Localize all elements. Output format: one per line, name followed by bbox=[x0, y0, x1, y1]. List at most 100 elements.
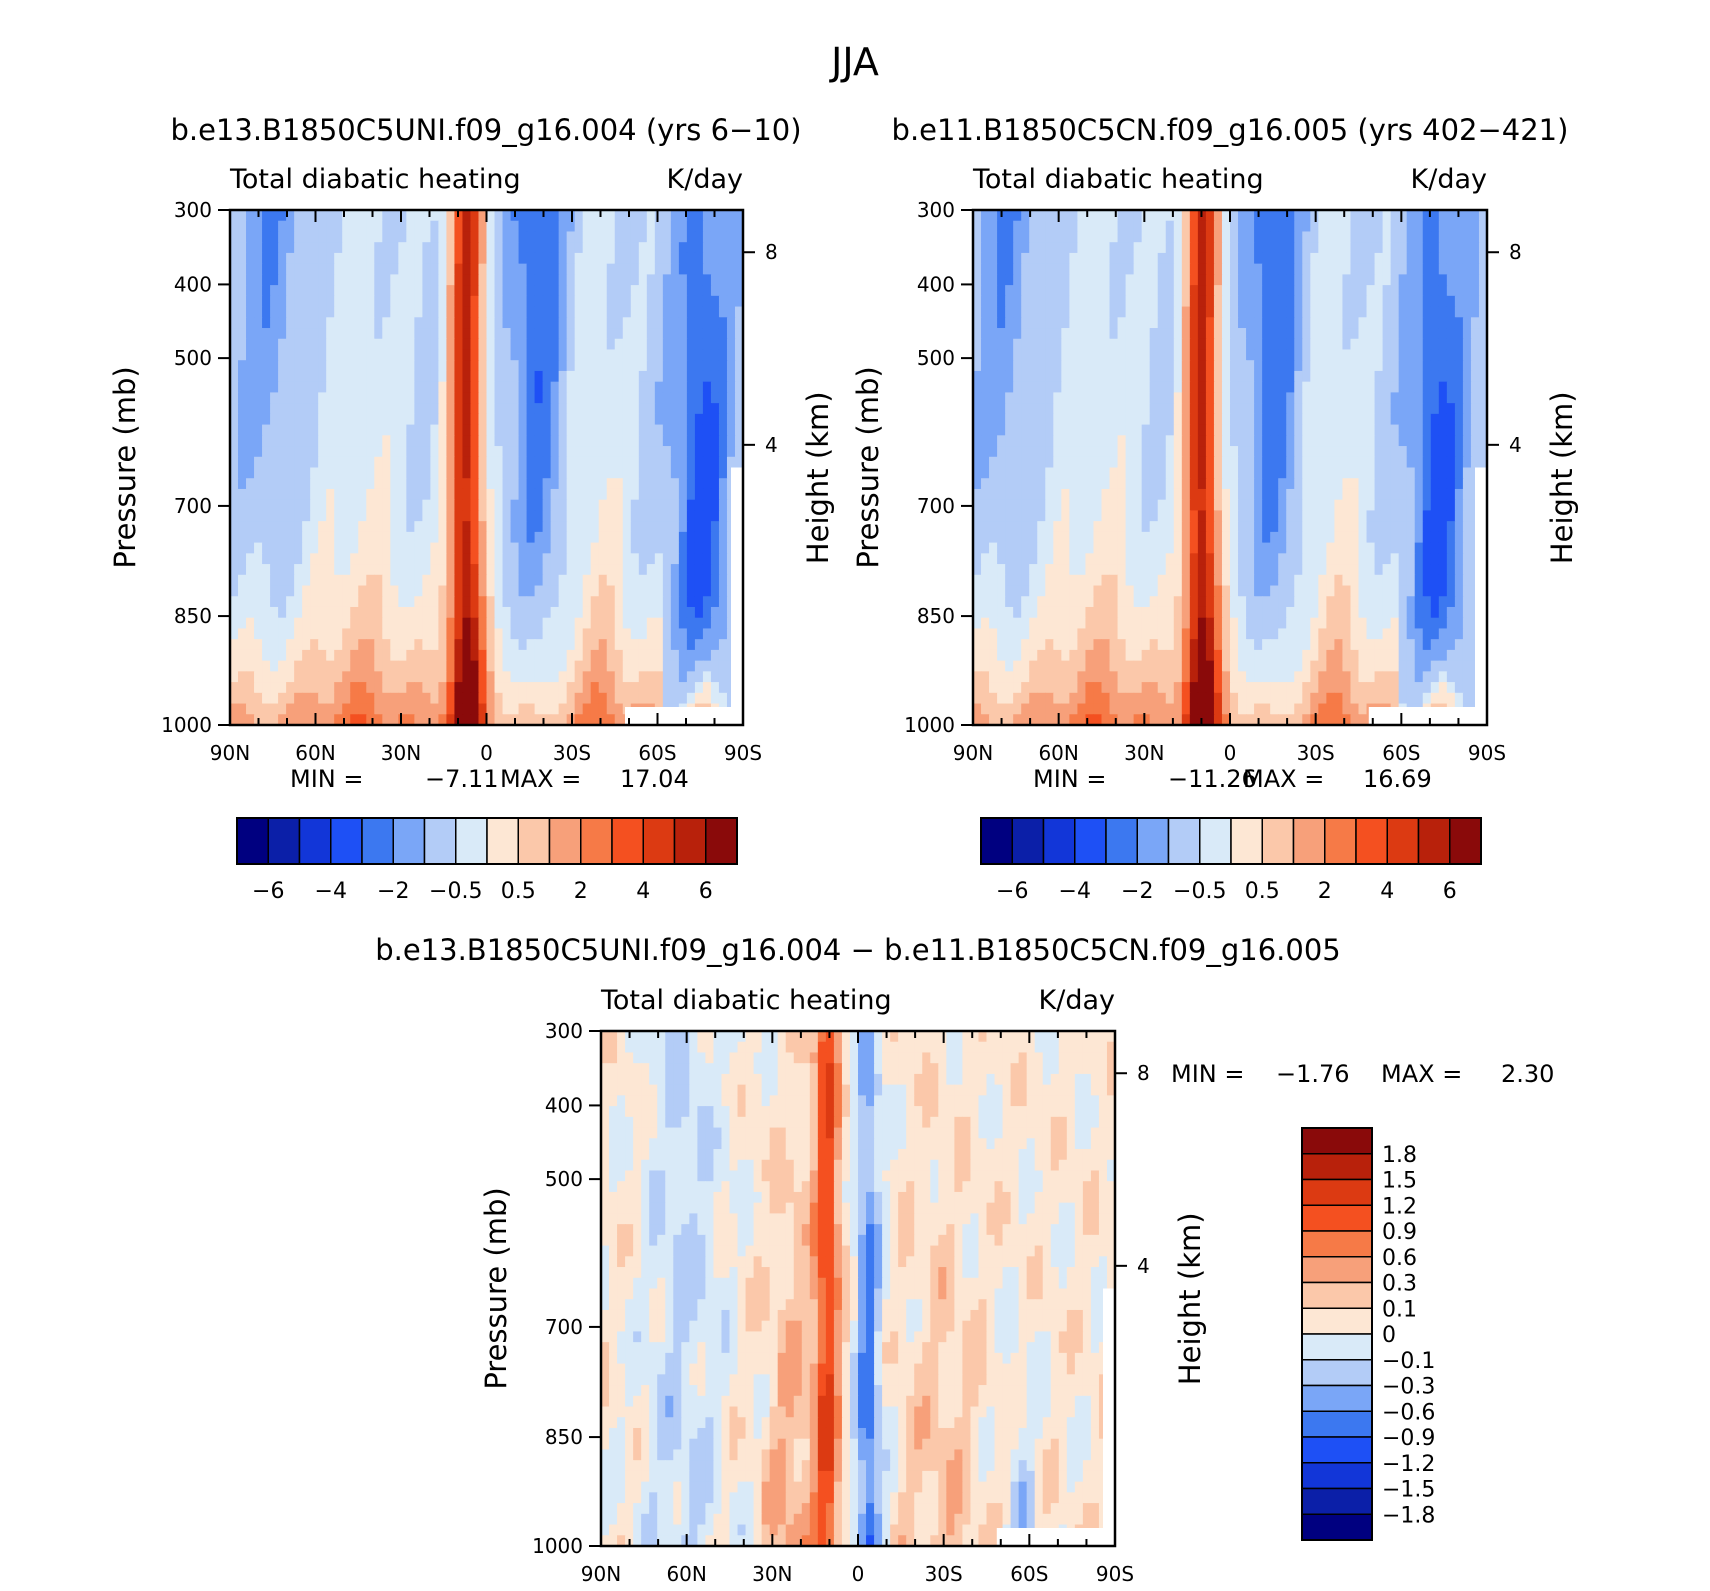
heatmap-cell bbox=[622, 381, 632, 393]
heatmap-cell bbox=[1013, 220, 1022, 233]
heatmap-cell bbox=[1053, 446, 1062, 458]
heatmap-cell bbox=[278, 328, 287, 340]
heatmap-cell bbox=[1262, 381, 1271, 393]
heatmap-cell bbox=[494, 660, 504, 672]
heatmap-cell bbox=[382, 703, 391, 715]
heatmap-cell bbox=[1374, 370, 1384, 383]
heatmap-cell bbox=[542, 392, 552, 404]
heatmap-cell bbox=[1149, 370, 1159, 383]
heatmap-cell bbox=[582, 531, 592, 544]
heatmap-cell bbox=[1358, 456, 1368, 469]
heatmap-cell bbox=[694, 488, 704, 501]
heatmap-cell bbox=[1382, 381, 1392, 393]
heatmap-cell bbox=[1382, 360, 1392, 372]
heatmap-cell bbox=[454, 542, 464, 554]
heatmap-cell bbox=[334, 370, 343, 383]
heatmap-cell bbox=[366, 531, 375, 544]
heatmap-cell bbox=[414, 617, 423, 630]
heatmap-cell bbox=[462, 531, 472, 544]
heatmap-cell bbox=[382, 328, 391, 340]
heatmap-cell bbox=[1406, 488, 1416, 501]
heatmap-cell bbox=[630, 210, 640, 222]
heatmap-cell bbox=[278, 392, 287, 404]
heatmap-cell bbox=[1213, 210, 1223, 222]
heatmap-cell bbox=[574, 649, 584, 662]
heatmap-cell bbox=[350, 231, 359, 243]
heatmap-cell bbox=[989, 360, 998, 372]
heatmap-cell bbox=[989, 242, 998, 254]
heatmap-cell bbox=[694, 467, 704, 479]
heatmap-cell bbox=[278, 574, 287, 587]
heatmap-cell bbox=[550, 488, 560, 501]
heatmap-cell bbox=[638, 220, 648, 233]
heatmap-cell bbox=[1334, 274, 1344, 286]
heatmap-cell bbox=[398, 252, 407, 265]
heatmap-cell bbox=[582, 274, 592, 286]
heatmap-cell bbox=[390, 521, 399, 533]
heatmap-cell bbox=[470, 467, 480, 479]
heatmap-cell bbox=[622, 392, 632, 404]
heatmap-cell bbox=[1254, 263, 1263, 275]
heatmap-cell bbox=[526, 574, 536, 587]
heatmap-cell bbox=[1262, 360, 1271, 372]
heatmap-cell bbox=[1334, 381, 1344, 393]
heatmap-cell bbox=[1462, 317, 1472, 329]
heatmap-cell bbox=[1382, 263, 1392, 275]
heatmap-cell bbox=[973, 403, 982, 415]
heatmap-cell bbox=[702, 435, 712, 447]
heatmap-cell bbox=[606, 692, 616, 705]
heatmap-cell bbox=[1005, 242, 1014, 254]
heatmap-cell bbox=[270, 553, 279, 565]
heatmap-cell bbox=[1093, 499, 1103, 512]
heatmap-cell bbox=[670, 446, 680, 458]
heatmap-cell bbox=[1278, 306, 1287, 318]
heatmap-cell bbox=[1342, 274, 1352, 286]
heatmap-cell bbox=[518, 628, 528, 640]
heatmap-cell bbox=[1221, 488, 1231, 501]
heatmap-cell bbox=[334, 242, 343, 254]
heatmap-cell bbox=[566, 456, 576, 469]
heatmap-cell bbox=[262, 542, 271, 554]
heatmap-cell bbox=[374, 242, 383, 254]
heatmap-cell bbox=[342, 649, 351, 662]
heatmap-cell bbox=[614, 370, 624, 383]
heatmap-cell bbox=[590, 317, 600, 329]
heatmap-cell bbox=[510, 424, 520, 436]
heatmap-cell bbox=[718, 424, 728, 436]
heatmap-cell bbox=[702, 488, 712, 501]
heatmap-cell bbox=[678, 542, 688, 554]
heatmap-cell bbox=[1390, 263, 1400, 275]
heatmap-cell bbox=[686, 295, 696, 308]
heatmap-cell bbox=[686, 531, 696, 544]
heatmap-cell bbox=[566, 596, 576, 608]
heatmap-cell bbox=[1310, 403, 1319, 415]
heatmap-cell bbox=[1270, 467, 1279, 479]
heatmap-cell bbox=[1157, 349, 1167, 361]
heatmap-cell bbox=[494, 370, 504, 383]
heatmap-cell bbox=[246, 574, 255, 587]
heatmap-cell bbox=[606, 499, 616, 512]
heatmap-cell bbox=[1093, 285, 1103, 297]
heatmap-cell bbox=[470, 574, 480, 587]
heatmap-cell bbox=[686, 349, 696, 361]
heatmap-cell bbox=[582, 542, 592, 554]
heatmap-cell bbox=[430, 392, 440, 404]
heatmap-cell bbox=[630, 306, 640, 318]
heatmap-cell bbox=[989, 510, 998, 522]
heatmap-cell bbox=[542, 295, 552, 308]
heatmap-cell bbox=[390, 639, 399, 651]
heatmap-cell bbox=[1454, 252, 1464, 265]
heatmap-cell bbox=[326, 295, 335, 308]
heatmap-cell bbox=[590, 295, 600, 308]
heatmap-cell bbox=[334, 467, 343, 479]
heatmap-cell bbox=[358, 606, 367, 619]
heatmap-cell bbox=[390, 252, 399, 265]
heatmap-cell bbox=[334, 606, 343, 619]
heatmap-cell bbox=[430, 564, 440, 576]
heatmap-cell bbox=[302, 285, 311, 297]
heatmap-cell bbox=[1470, 252, 1480, 265]
heatmap-cell bbox=[1165, 392, 1175, 404]
heatmap-cell bbox=[486, 499, 496, 512]
heatmap-cell bbox=[286, 446, 295, 458]
heatmap-cell bbox=[414, 456, 423, 469]
